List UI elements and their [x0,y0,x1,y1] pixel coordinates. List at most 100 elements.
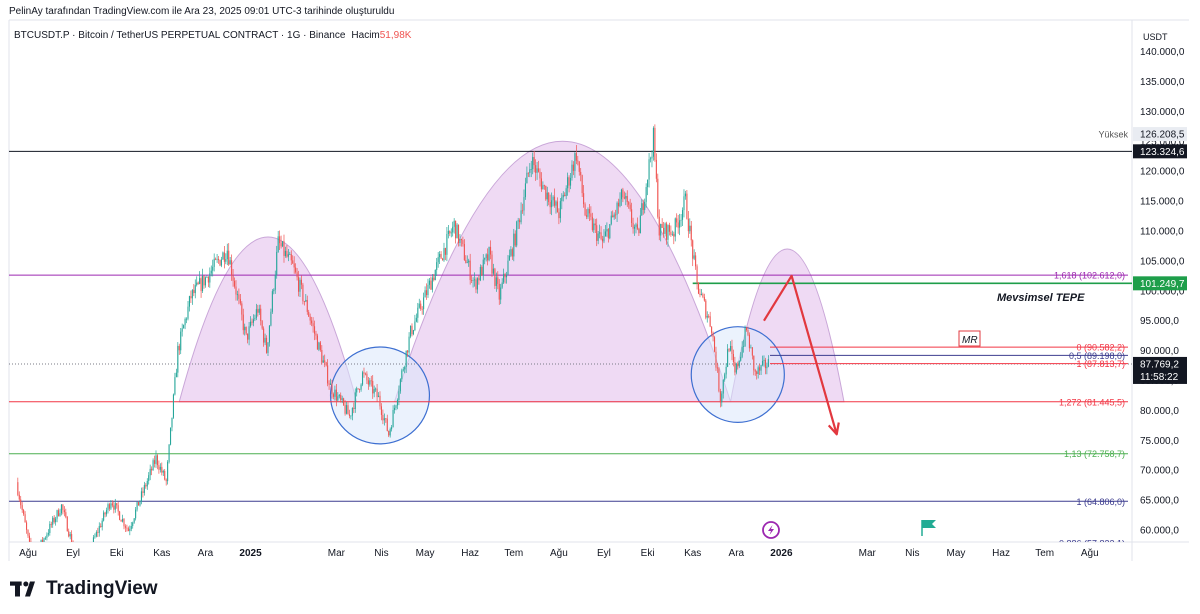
candle [693,249,695,261]
candle [105,507,108,517]
candle [766,362,768,375]
resistance-badge [1133,144,1187,159]
candle-body [132,522,134,527]
lightning-bolt-icon[interactable] [762,521,780,539]
candle-body [517,220,519,222]
candle [233,277,236,289]
candle-body [261,321,263,329]
candle-body [302,284,304,302]
candle-body [344,405,346,414]
candle [578,161,580,176]
candle [92,534,95,542]
candle [743,339,745,353]
candle [517,217,519,230]
candle-body [370,380,372,382]
candle [337,392,339,402]
candle-body [27,529,29,536]
candle-body [180,331,182,351]
candle-body [357,388,359,390]
candle-body [472,280,474,282]
candle-body [191,289,193,299]
candle-body [249,321,252,327]
candle-body [510,249,512,256]
candle-body [484,258,486,260]
candle-body [338,394,340,397]
time-axis[interactable]: Ağu Eyl Eki Kas Ara 2025 Mar Nis May Haz Tem Ağu Eyl… [19,548,1099,559]
candle [84,559,85,565]
candle-body [615,214,617,216]
candle [460,238,462,247]
candle [69,531,71,540]
candle [46,532,48,541]
candle [148,472,150,485]
flag-icon[interactable] [921,520,936,536]
price-axis[interactable]: 140.000,0 135.000,0 130.000,0 125.000,0 120.… [1140,47,1185,536]
candle-body [713,337,716,352]
x-tick-label: Ağu [550,548,568,559]
candle [80,565,81,576]
candle [244,323,246,336]
candle [239,294,241,306]
candle-body [376,388,378,398]
candle-body [60,504,63,514]
candle-body [594,223,596,226]
candle-body [408,336,410,353]
candle [642,199,644,215]
candle [542,181,544,190]
candle-body [425,290,428,296]
candle-body [405,350,407,368]
candle-body [184,318,186,326]
seasonal-value: 101.249,7 [1140,279,1185,290]
candle [684,190,686,200]
current-price-badge [1133,356,1187,384]
candle [754,368,756,376]
candle-body [473,279,476,281]
candle-body [492,268,494,274]
candle [389,427,391,438]
candle-body [731,346,733,354]
candle [43,537,45,542]
candle [213,253,215,272]
countdown-value: 11:58:22 [1140,372,1179,383]
candle-body [491,254,493,274]
candle [324,354,326,368]
candle [440,251,442,259]
candle-body [609,224,611,239]
candle [340,392,342,403]
candle [466,255,468,264]
candle-body [398,391,400,400]
candle-body [412,330,414,335]
candle [599,224,601,239]
tradingview-logo[interactable]: TradingView [10,578,158,600]
candle-body [120,519,122,522]
candle [551,192,553,216]
candle [201,268,204,294]
candle-body [711,326,713,333]
candle [367,377,369,390]
candle-body [665,223,668,240]
candle [494,267,496,290]
candle [180,327,182,355]
candle [139,500,141,507]
candle-body [642,203,644,210]
candle [183,324,185,329]
candle-body [236,294,238,296]
candle-body [263,328,265,343]
candle-body [254,318,256,320]
candle [329,378,332,385]
candle-body [488,246,490,261]
candle [268,325,270,347]
candle [209,267,211,288]
fib-label-4: 1,272 (81.445,5) [1059,397,1125,407]
candle [71,530,73,542]
candle [633,224,636,236]
candle [473,272,476,287]
plot-area[interactable]: 1,618 (102.612,0) 0 (90.582,2)0,5 (89.198… [9,124,1132,577]
candle [21,502,23,513]
candle [322,355,324,363]
candle-body [572,164,574,171]
candle-body [89,547,90,551]
candle-body [142,491,144,493]
candle-body [540,178,542,190]
